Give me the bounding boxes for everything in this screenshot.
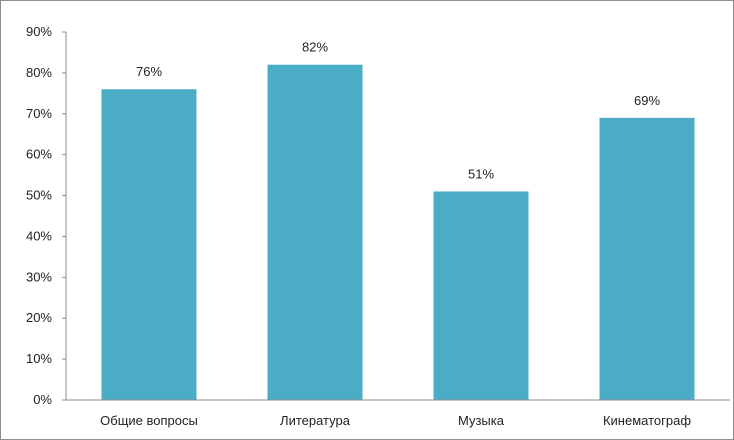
- data-label: 76%: [136, 64, 162, 79]
- x-category-label: Общие вопросы: [100, 413, 198, 428]
- y-tick-label: 40%: [26, 228, 52, 243]
- x-category-label: Кинематограф: [603, 413, 691, 428]
- axes: [65, 32, 730, 401]
- y-tick-label: 60%: [26, 147, 52, 162]
- data-label: 82%: [302, 40, 328, 55]
- category-labels: Общие вопросы Литература Музыка Кинематогра…: [100, 413, 691, 428]
- y-tick-label: 70%: [26, 106, 52, 121]
- data-labels: 76% 82% 51% 69%: [136, 40, 660, 182]
- bars: [101, 64, 695, 400]
- y-tick-label: 10%: [26, 351, 52, 366]
- bar: [599, 117, 695, 400]
- data-label: 69%: [634, 93, 660, 108]
- bar: [267, 64, 363, 400]
- bar: [433, 191, 529, 400]
- y-tick-label: 90%: [26, 24, 52, 39]
- x-category-label: Музыка: [458, 413, 505, 428]
- y-tick-label: 20%: [26, 310, 52, 325]
- x-category-label: Литература: [280, 413, 351, 428]
- y-axis-ticks: 0% 10% 20% 30% 40% 50% 60% 70% 80% 90%: [26, 24, 66, 407]
- y-tick-label: 50%: [26, 188, 52, 203]
- data-label: 51%: [468, 166, 494, 181]
- bar: [101, 89, 197, 400]
- y-tick-label: 30%: [26, 269, 52, 284]
- y-tick-label: 0%: [33, 392, 52, 407]
- y-tick-label: 80%: [26, 65, 52, 80]
